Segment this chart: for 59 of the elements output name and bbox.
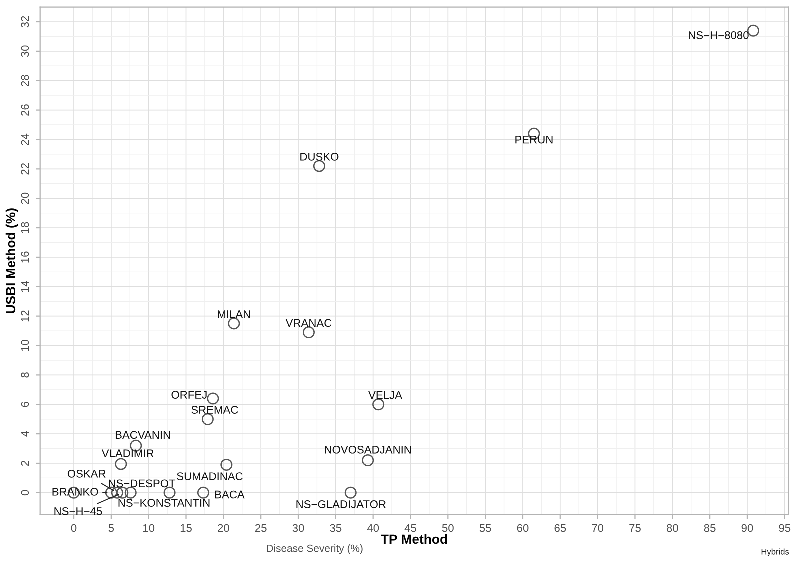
x-tick-label: 75 bbox=[630, 524, 641, 532]
text: Hybrids bbox=[762, 548, 790, 557]
annotation: SREMAC bbox=[192, 406, 238, 414]
annotation: VRANAC bbox=[286, 319, 332, 328]
x-tick-label: 5 bbox=[108, 524, 114, 532]
annotation: MILAN bbox=[218, 310, 250, 318]
y-tick-label: 4 bbox=[21, 431, 30, 437]
y-tick-label: 22 bbox=[21, 164, 30, 175]
x-tick-label: 0 bbox=[71, 524, 77, 532]
x-tick-label: 40 bbox=[367, 524, 380, 532]
text: Disease Severity (%) bbox=[267, 544, 363, 554]
y-tick-label: 12 bbox=[21, 310, 30, 322]
y-tick-label: 26 bbox=[21, 104, 30, 116]
y-tick-label: 32 bbox=[21, 16, 30, 28]
x-tick-label: 25 bbox=[255, 524, 267, 532]
annotation: NS−H−8080 bbox=[689, 32, 749, 40]
annotation: OSKAR bbox=[68, 470, 106, 478]
x-tick-label: 80 bbox=[666, 524, 678, 532]
x-axis-title: TP Method bbox=[381, 534, 448, 544]
x-tick-label: 90 bbox=[742, 524, 754, 532]
annotation: PERUN bbox=[516, 136, 553, 144]
x-tick-label: 45 bbox=[404, 524, 416, 532]
y-tick-label: 24 bbox=[21, 134, 30, 146]
y-tick-label: 18 bbox=[21, 222, 30, 234]
annotation: VELJA bbox=[368, 392, 402, 400]
annotation: NS−H−45 bbox=[54, 507, 102, 516]
y-tick-label: 6 bbox=[21, 402, 30, 408]
annotation: NS−GLADIJATOR bbox=[296, 500, 386, 508]
x-tick-label: 85 bbox=[704, 524, 716, 532]
x-tick-label: 95 bbox=[779, 524, 791, 532]
x-tick-label: 70 bbox=[592, 524, 604, 532]
x-tick-label: 20 bbox=[218, 524, 230, 532]
annotation: VLADIMIR bbox=[102, 450, 154, 458]
x-tick-label: 10 bbox=[144, 524, 155, 532]
y-tick-label: 20 bbox=[21, 192, 30, 204]
annotation: BACVANIN bbox=[116, 431, 170, 440]
x-tick-label: 50 bbox=[442, 524, 454, 532]
y-tick-label: 16 bbox=[21, 252, 30, 263]
annotation: DUSKO bbox=[300, 153, 339, 161]
y-tick-label: 30 bbox=[21, 46, 30, 58]
y-tick-label: 2 bbox=[21, 460, 30, 466]
annotation: SUMADINAC bbox=[177, 472, 243, 480]
x-tick-label: 60 bbox=[517, 524, 529, 532]
y-tick-label: 8 bbox=[21, 372, 30, 378]
x-tick-label: 65 bbox=[554, 524, 566, 532]
annotation: NS−DESPOT bbox=[109, 480, 176, 488]
y-tick-label: 10 bbox=[21, 340, 30, 352]
x-tick-label: 55 bbox=[480, 524, 492, 532]
annotation: BACA bbox=[215, 490, 245, 499]
y-tick-label: 14 bbox=[21, 281, 30, 292]
annotation: NOVOSADJANIN bbox=[325, 446, 412, 454]
annotation: ORFEJ bbox=[172, 391, 207, 399]
y-axis-title: USBI Method (%) bbox=[6, 208, 18, 314]
x-tick-label: 30 bbox=[292, 524, 304, 532]
x-tick-label: 15 bbox=[180, 524, 192, 532]
y-tick-label: 0 bbox=[21, 490, 30, 496]
annotation: NS−KONSTANTIN bbox=[118, 499, 210, 508]
y-tick-label: 28 bbox=[21, 75, 30, 86]
x-tick-label: 35 bbox=[330, 524, 342, 532]
